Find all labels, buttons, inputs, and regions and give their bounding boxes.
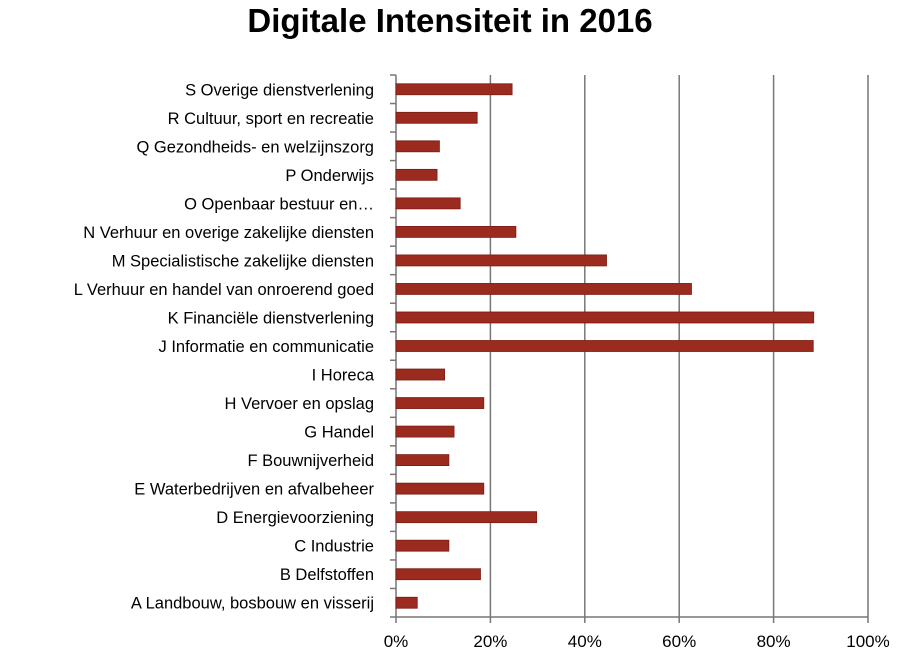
category-label: B Delfstoffen bbox=[280, 566, 374, 584]
bar bbox=[395, 482, 485, 495]
bar bbox=[395, 340, 814, 352]
bar bbox=[395, 197, 461, 210]
category-label: I Horeca bbox=[312, 367, 375, 385]
category-label: D Energievoorziening bbox=[216, 509, 374, 527]
category-label: F Bouwnijverheid bbox=[247, 452, 374, 470]
bar bbox=[395, 225, 517, 238]
category-label: E Waterbedrijven en afvalbeheer bbox=[134, 481, 374, 499]
category-label: J Informatie en communicatie bbox=[158, 338, 374, 356]
bar bbox=[395, 568, 481, 581]
bar bbox=[395, 539, 450, 552]
x-tick-label: 20% bbox=[473, 632, 507, 651]
bar bbox=[395, 368, 446, 381]
category-label: R Cultuur, sport en recreatie bbox=[168, 110, 374, 128]
category-label: A Landbouw, bosbouw en visserij bbox=[131, 595, 374, 613]
bar bbox=[395, 596, 418, 609]
bar bbox=[395, 511, 538, 524]
bar bbox=[395, 168, 438, 181]
bar bbox=[395, 111, 478, 124]
bar bbox=[395, 83, 513, 96]
x-tick-label: 80% bbox=[757, 632, 791, 651]
x-tick-label: 0% bbox=[384, 632, 409, 651]
category-label: C Industrie bbox=[294, 538, 374, 556]
category-label: H Vervoer en opslag bbox=[224, 395, 374, 413]
bar bbox=[395, 425, 455, 438]
category-label: G Handel bbox=[304, 424, 374, 442]
category-label: P Onderwijs bbox=[285, 167, 374, 185]
bar bbox=[395, 283, 692, 295]
bar bbox=[395, 397, 485, 409]
category-label: M Specialistische zakelijke diensten bbox=[112, 252, 374, 270]
chart-title: Digitale Intensiteit in 2016 bbox=[247, 2, 653, 39]
x-tick-label: 60% bbox=[662, 632, 696, 651]
category-label: N Verhuur en overige zakelijke diensten bbox=[83, 224, 374, 242]
category-label: O Openbaar bestuur en… bbox=[184, 195, 374, 213]
category-label: Q Gezondheids- en welzijnszorg bbox=[136, 138, 374, 156]
x-tick-label: 40% bbox=[568, 632, 602, 651]
bar bbox=[395, 254, 607, 267]
bar bbox=[395, 311, 815, 324]
category-label: S Overige dienstverlening bbox=[185, 81, 374, 99]
category-label: L Verhuur en handel van onroerend goed bbox=[74, 281, 374, 299]
x-tick-label: 100% bbox=[846, 632, 889, 651]
bar bbox=[395, 140, 440, 153]
category-label: K Financiële dienstverlening bbox=[168, 309, 374, 327]
bar bbox=[395, 454, 450, 467]
